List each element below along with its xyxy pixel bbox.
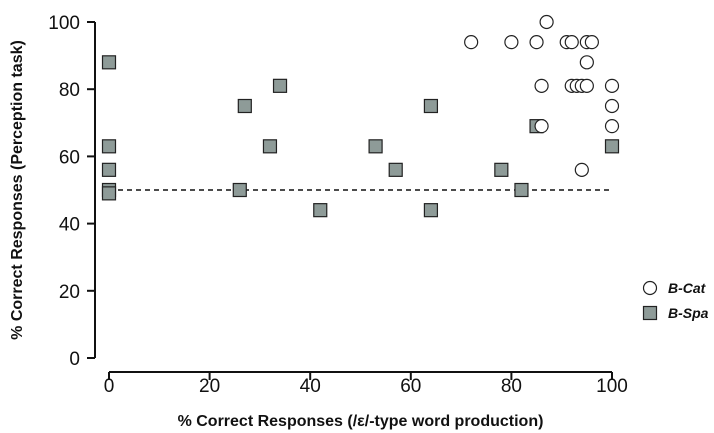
data-point-b-cat (505, 36, 518, 49)
legend-marker-b-cat (644, 282, 657, 295)
data-point-b-spa (233, 184, 246, 197)
x-tick-label: 20 (199, 376, 220, 397)
data-point-b-cat (575, 163, 588, 176)
x-tick-label: 40 (300, 376, 321, 397)
data-point-b-spa (495, 163, 508, 176)
data-point-b-spa (389, 163, 402, 176)
data-point-b-cat (606, 120, 619, 133)
data-point-b-spa (515, 184, 528, 197)
data-point-b-spa (424, 100, 437, 113)
data-point-b-cat (606, 100, 619, 113)
data-point-b-spa (314, 204, 327, 217)
y-tick-label: 40 (59, 215, 80, 236)
x-tick-label: 80 (501, 376, 522, 397)
legend-label-b-spa: B-Spa (668, 305, 709, 321)
data-point-b-spa (103, 163, 116, 176)
data-point-b-spa (606, 140, 619, 153)
y-tick-label: 60 (59, 147, 80, 168)
y-axis-title: % Correct Responses (Perception task) (9, 40, 26, 340)
data-points (103, 16, 619, 217)
data-point-b-spa (274, 79, 287, 92)
data-point-b-spa (238, 100, 251, 113)
y-tick-label: 20 (59, 282, 80, 303)
tick-layer: 0 20 40 60 80 100 0 20 40 60 80 100 (48, 13, 628, 397)
data-point-b-cat (585, 36, 598, 49)
data-point-b-cat (540, 16, 553, 29)
legend-label-b-cat: B-Cat (668, 280, 707, 296)
axes (95, 22, 612, 372)
data-point-b-spa (103, 187, 116, 200)
data-point-b-cat (465, 36, 478, 49)
legend-marker-b-spa (644, 307, 657, 320)
data-point-b-cat (606, 79, 619, 92)
data-point-b-spa (263, 140, 276, 153)
data-point-b-spa (103, 140, 116, 153)
data-point-b-cat (535, 79, 548, 92)
x-axis-title: % Correct Responses (/ε/-type word produ… (178, 413, 544, 430)
x-tick-label: 60 (400, 376, 421, 397)
y-tick-label: 0 (69, 349, 80, 370)
data-point-b-cat (580, 56, 593, 69)
data-point-b-spa (369, 140, 382, 153)
data-point-b-cat (530, 36, 543, 49)
data-point-b-spa (103, 56, 116, 69)
data-point-b-cat (580, 79, 593, 92)
x-tick-label: 0 (104, 376, 115, 397)
data-point-b-spa (424, 204, 437, 217)
y-tick-label: 80 (59, 80, 80, 101)
legend: B-Cat B-Spa (644, 280, 709, 321)
x-tick-label: 100 (596, 376, 628, 397)
data-point-b-cat (535, 120, 548, 133)
y-tick-label: 100 (48, 13, 80, 34)
data-point-b-cat (565, 36, 578, 49)
